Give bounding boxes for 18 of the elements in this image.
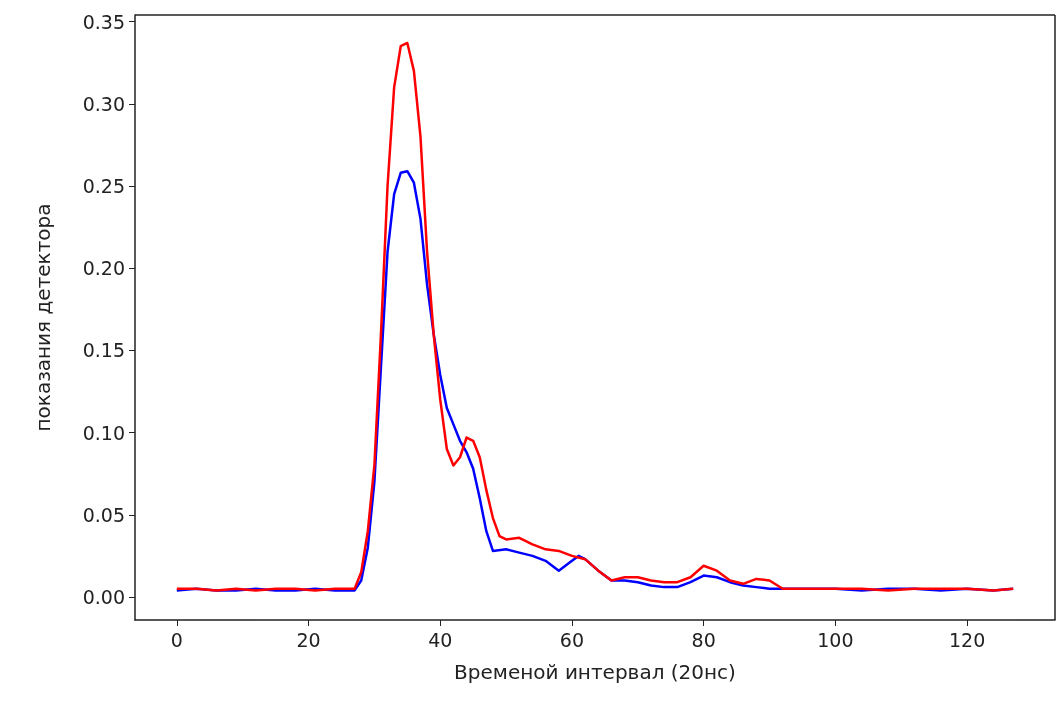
x-tick-label: 80 [691,628,716,651]
y-tick-label: 0.10 [82,421,125,444]
x-tick-label: 60 [559,628,585,651]
x-axis-title: Временой интервал (20нс) [454,660,736,684]
x-tick-label: 20 [296,628,321,651]
x-tick-label: 100 [817,628,854,651]
y-tick-label: 0.05 [82,503,125,526]
y-tick-label: 0.20 [82,257,125,280]
y-axis-title: показания детектора [31,203,55,432]
line-series [175,41,1015,592]
y-tick-label: 0.00 [82,585,125,608]
x-tick-label: 40 [428,628,453,651]
y-tick-label: 0.35 [82,10,125,33]
y-tick-label: 0.15 [82,339,125,362]
y-tick-label: 0.30 [82,92,125,115]
x-tick-label: 120 [948,628,986,651]
x-tick-label: 0 [170,628,183,651]
y-tick-label: 0.25 [82,174,125,197]
